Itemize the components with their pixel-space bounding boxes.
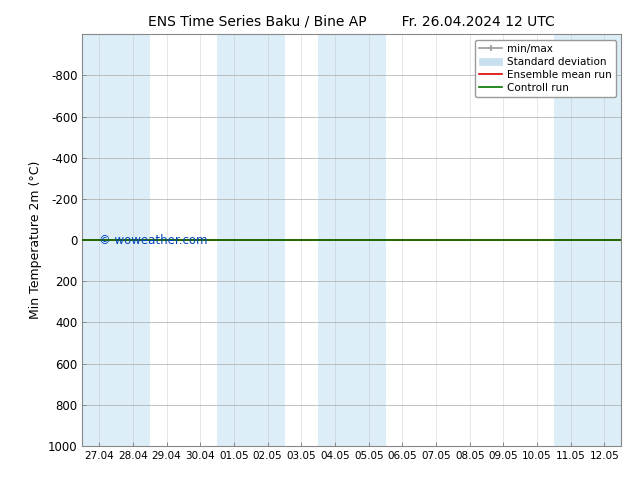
Bar — [82, 34, 116, 446]
Bar — [251, 34, 285, 446]
Legend: min/max, Standard deviation, Ensemble mean run, Controll run: min/max, Standard deviation, Ensemble me… — [475, 40, 616, 97]
Bar — [217, 34, 251, 446]
Bar — [588, 34, 621, 446]
Y-axis label: Min Temperature 2m (°C): Min Temperature 2m (°C) — [29, 161, 42, 319]
Text: © woweather.com: © woweather.com — [99, 234, 207, 247]
Bar — [318, 34, 352, 446]
Bar — [116, 34, 150, 446]
Title: ENS Time Series Baku / Bine AP        Fr. 26.04.2024 12 UTC: ENS Time Series Baku / Bine AP Fr. 26.04… — [148, 15, 555, 29]
Bar — [554, 34, 588, 446]
Bar — [352, 34, 385, 446]
